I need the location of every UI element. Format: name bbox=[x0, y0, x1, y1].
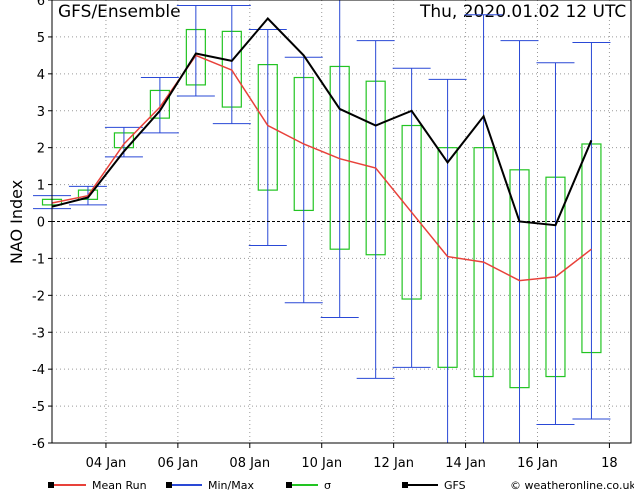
legend-marker bbox=[402, 482, 408, 488]
mean-run-line bbox=[51, 54, 592, 282]
x-tick-label: 06 Jan bbox=[158, 456, 199, 471]
gfs-line bbox=[51, 17, 593, 227]
y-ticks: -6 -5 -4 -3 -2 -1 0 1 2 3 4 5 6 bbox=[32, 0, 52, 452]
y-tick-label: -4 bbox=[32, 363, 45, 378]
y-tick-label: 3 bbox=[37, 105, 45, 120]
y-axis-label: NAO Index bbox=[7, 180, 26, 264]
legend-label-mean-run: Mean Run bbox=[92, 479, 147, 490]
x-tick-label: 12 Jan bbox=[373, 456, 414, 471]
legend-label-gfs: GFS bbox=[444, 479, 466, 490]
min-max-bars bbox=[33, 0, 611, 443]
x-tick-label: 18 bbox=[601, 456, 618, 471]
plot-border bbox=[51, 0, 632, 444]
y-tick-label: -3 bbox=[32, 326, 45, 341]
source-credit: © weatheronline.co.uk bbox=[510, 479, 634, 490]
y-tick-label: 6 bbox=[37, 0, 45, 9]
y-tick-label: -2 bbox=[32, 289, 45, 304]
y-tick-label: 0 bbox=[37, 216, 45, 231]
x-tick-label: 04 Jan bbox=[86, 456, 127, 471]
y-tick-label: -5 bbox=[32, 400, 45, 415]
legend-item-gfs: GFS bbox=[402, 479, 466, 490]
legend-marker bbox=[48, 482, 54, 488]
x-tick-label: 08 Jan bbox=[229, 456, 270, 471]
legend-marker bbox=[166, 482, 172, 488]
legend-item-sigma: σ bbox=[286, 479, 331, 490]
legend: Mean Run Min/Max σ GFS © weatheronline.c… bbox=[48, 479, 634, 490]
x-tick-label: 16 Jan bbox=[517, 456, 558, 471]
x-tick-label: 10 Jan bbox=[301, 456, 342, 471]
x-ticks: 04 Jan 06 Jan 08 Jan 10 Jan 12 Jan 14 Jan 16 J… bbox=[86, 443, 618, 471]
y-tick-label: 1 bbox=[37, 179, 45, 194]
legend-item-mean-run: Mean Run bbox=[48, 479, 147, 490]
y-tick-label: 2 bbox=[37, 142, 45, 157]
y-tick-label: 5 bbox=[37, 31, 45, 46]
chart-title: GFS/Ensemble bbox=[58, 2, 181, 22]
legend-marker bbox=[286, 482, 292, 488]
y-tick-label: 4 bbox=[37, 68, 45, 83]
legend-item-min-max: Min/Max bbox=[166, 479, 254, 490]
legend-label-sigma: σ bbox=[324, 479, 331, 490]
legend-label-min-max: Min/Max bbox=[208, 479, 254, 490]
chart-timestamp: Thu, 2020.01.02 12 UTC bbox=[419, 2, 626, 22]
y-tick-label: -6 bbox=[32, 437, 45, 452]
x-tick-label: 14 Jan bbox=[445, 456, 486, 471]
y-tick-label: -1 bbox=[32, 252, 45, 267]
